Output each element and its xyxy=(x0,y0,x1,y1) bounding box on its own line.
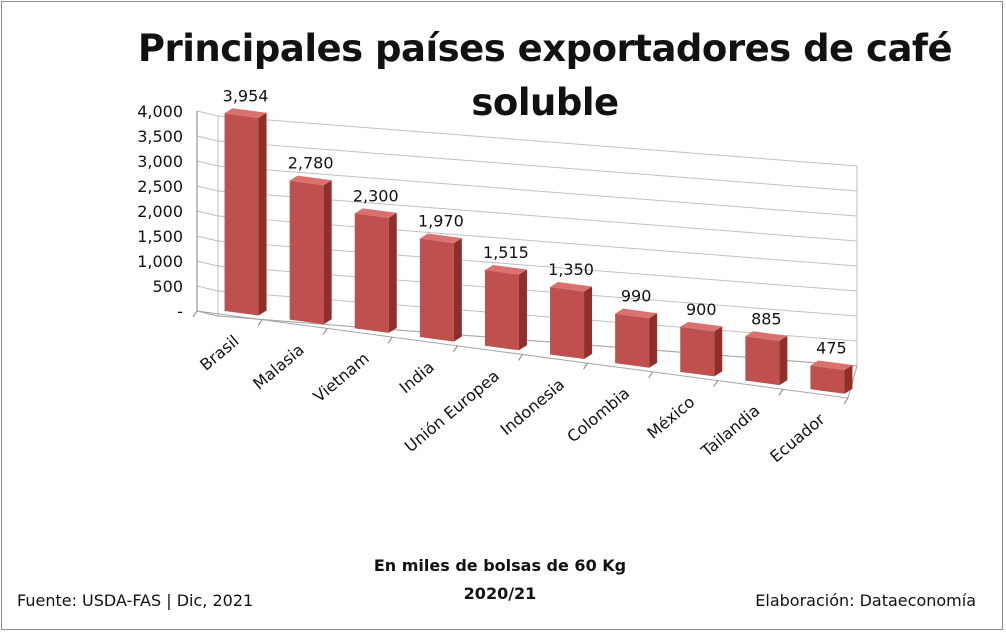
bar-8 xyxy=(745,331,788,386)
x-tick-label: India xyxy=(396,357,438,397)
data-label: 990 xyxy=(621,287,652,306)
side-gridline xyxy=(196,260,219,267)
x-tick xyxy=(713,380,719,387)
bar-5 xyxy=(550,281,593,359)
side-gridline xyxy=(196,185,219,192)
y-tick-label: 3,000 xyxy=(137,152,183,171)
bar-side xyxy=(258,112,267,316)
bar-side xyxy=(323,180,332,325)
x-tick-label: Colombia xyxy=(563,383,633,446)
bar-side xyxy=(518,269,527,351)
bar-front xyxy=(419,238,454,342)
side-gridline xyxy=(196,285,219,292)
y-tick-label: 1,500 xyxy=(137,227,183,246)
y-tick-label: 500 xyxy=(152,277,183,296)
data-label: 3,954 xyxy=(223,86,269,105)
gridline xyxy=(217,115,858,167)
bar-front xyxy=(354,213,389,333)
bar-7 xyxy=(680,321,723,377)
y-tick-label: 2,500 xyxy=(137,177,183,196)
y-tick-label: 3,500 xyxy=(137,127,183,146)
data-label: 1,515 xyxy=(483,243,529,262)
bar-front xyxy=(550,286,585,359)
x-tick xyxy=(387,336,393,344)
bar-front xyxy=(289,180,324,325)
side-gridline xyxy=(196,160,219,167)
x-tick-label: Vietnam xyxy=(310,349,373,406)
bar-6 xyxy=(615,308,658,368)
bar-side xyxy=(453,238,462,342)
bar-top xyxy=(484,265,527,275)
y-tick-label: 4,000 xyxy=(137,102,183,121)
x-tick xyxy=(583,362,589,370)
x-tick-label: Tailandia xyxy=(697,401,764,461)
x-tick-label: México xyxy=(643,392,698,442)
chart-floor xyxy=(196,310,858,399)
bar-side xyxy=(584,286,593,359)
gridline xyxy=(217,165,858,217)
bar-front xyxy=(680,326,715,377)
bar-2 xyxy=(354,208,397,333)
bar-1 xyxy=(289,175,332,325)
x-tick xyxy=(778,389,784,396)
bar-side xyxy=(779,335,788,386)
bar-front xyxy=(615,313,650,368)
side-gridline xyxy=(196,135,219,142)
data-label: 2,300 xyxy=(353,186,399,205)
bar-top xyxy=(224,108,267,118)
x-tick-label: Ecuador xyxy=(766,409,829,466)
bar-front xyxy=(224,113,259,316)
bar-front xyxy=(745,336,780,386)
x-tick xyxy=(322,328,328,335)
x-tick-label: Indonesia xyxy=(497,375,568,439)
bar-top xyxy=(354,208,397,218)
bar-0 xyxy=(224,108,267,316)
chart-title-line1: Principales países exportadores de café xyxy=(137,27,953,70)
x-tick xyxy=(257,319,263,326)
chart-title-line2: soluble xyxy=(471,81,619,124)
credit-note: Elaboración: Dataeconomía xyxy=(755,591,976,610)
bar-top xyxy=(810,360,853,371)
source-note: Fuente: USDA-FAS | Dic, 2021 xyxy=(17,591,254,610)
y-tick-label: 1,000 xyxy=(137,252,183,271)
y-tick-label: - xyxy=(177,302,183,321)
y-tick-label: 2,000 xyxy=(137,202,183,221)
bar-top xyxy=(289,175,332,186)
units-subtitle: En miles de bolsas de 60 Kg xyxy=(373,556,627,575)
bar-4 xyxy=(484,265,527,351)
bar-top xyxy=(745,331,788,341)
x-tick xyxy=(192,310,198,318)
x-tick xyxy=(648,371,654,379)
data-label: 900 xyxy=(686,300,717,319)
x-tick xyxy=(843,397,849,405)
bar-9 xyxy=(810,360,853,394)
bar-top xyxy=(615,308,658,319)
bar-side xyxy=(844,365,853,394)
gridline xyxy=(217,140,858,192)
bar-side xyxy=(649,313,658,368)
bar-top xyxy=(550,281,593,292)
x-tick-label: Brasil xyxy=(196,331,242,374)
data-label: 1,970 xyxy=(418,212,464,231)
data-label: 475 xyxy=(816,339,847,358)
side-gridline xyxy=(196,110,219,117)
bar-top xyxy=(419,233,462,244)
x-tick xyxy=(452,345,458,353)
x-tick-label: Malasia xyxy=(249,340,308,393)
bar-side xyxy=(388,212,397,333)
bar-front xyxy=(810,365,845,394)
bar-3 xyxy=(419,233,462,342)
data-label: 2,780 xyxy=(288,154,334,173)
side-gridline xyxy=(196,210,219,217)
x-tick xyxy=(518,354,523,361)
data-label: 885 xyxy=(751,309,782,328)
bar-front xyxy=(484,270,519,351)
period-subtitle: 2020/21 xyxy=(463,584,537,603)
bar-side xyxy=(714,326,723,377)
side-gridline xyxy=(196,235,219,242)
data-label: 1,350 xyxy=(548,260,594,279)
bar-top xyxy=(680,321,723,332)
